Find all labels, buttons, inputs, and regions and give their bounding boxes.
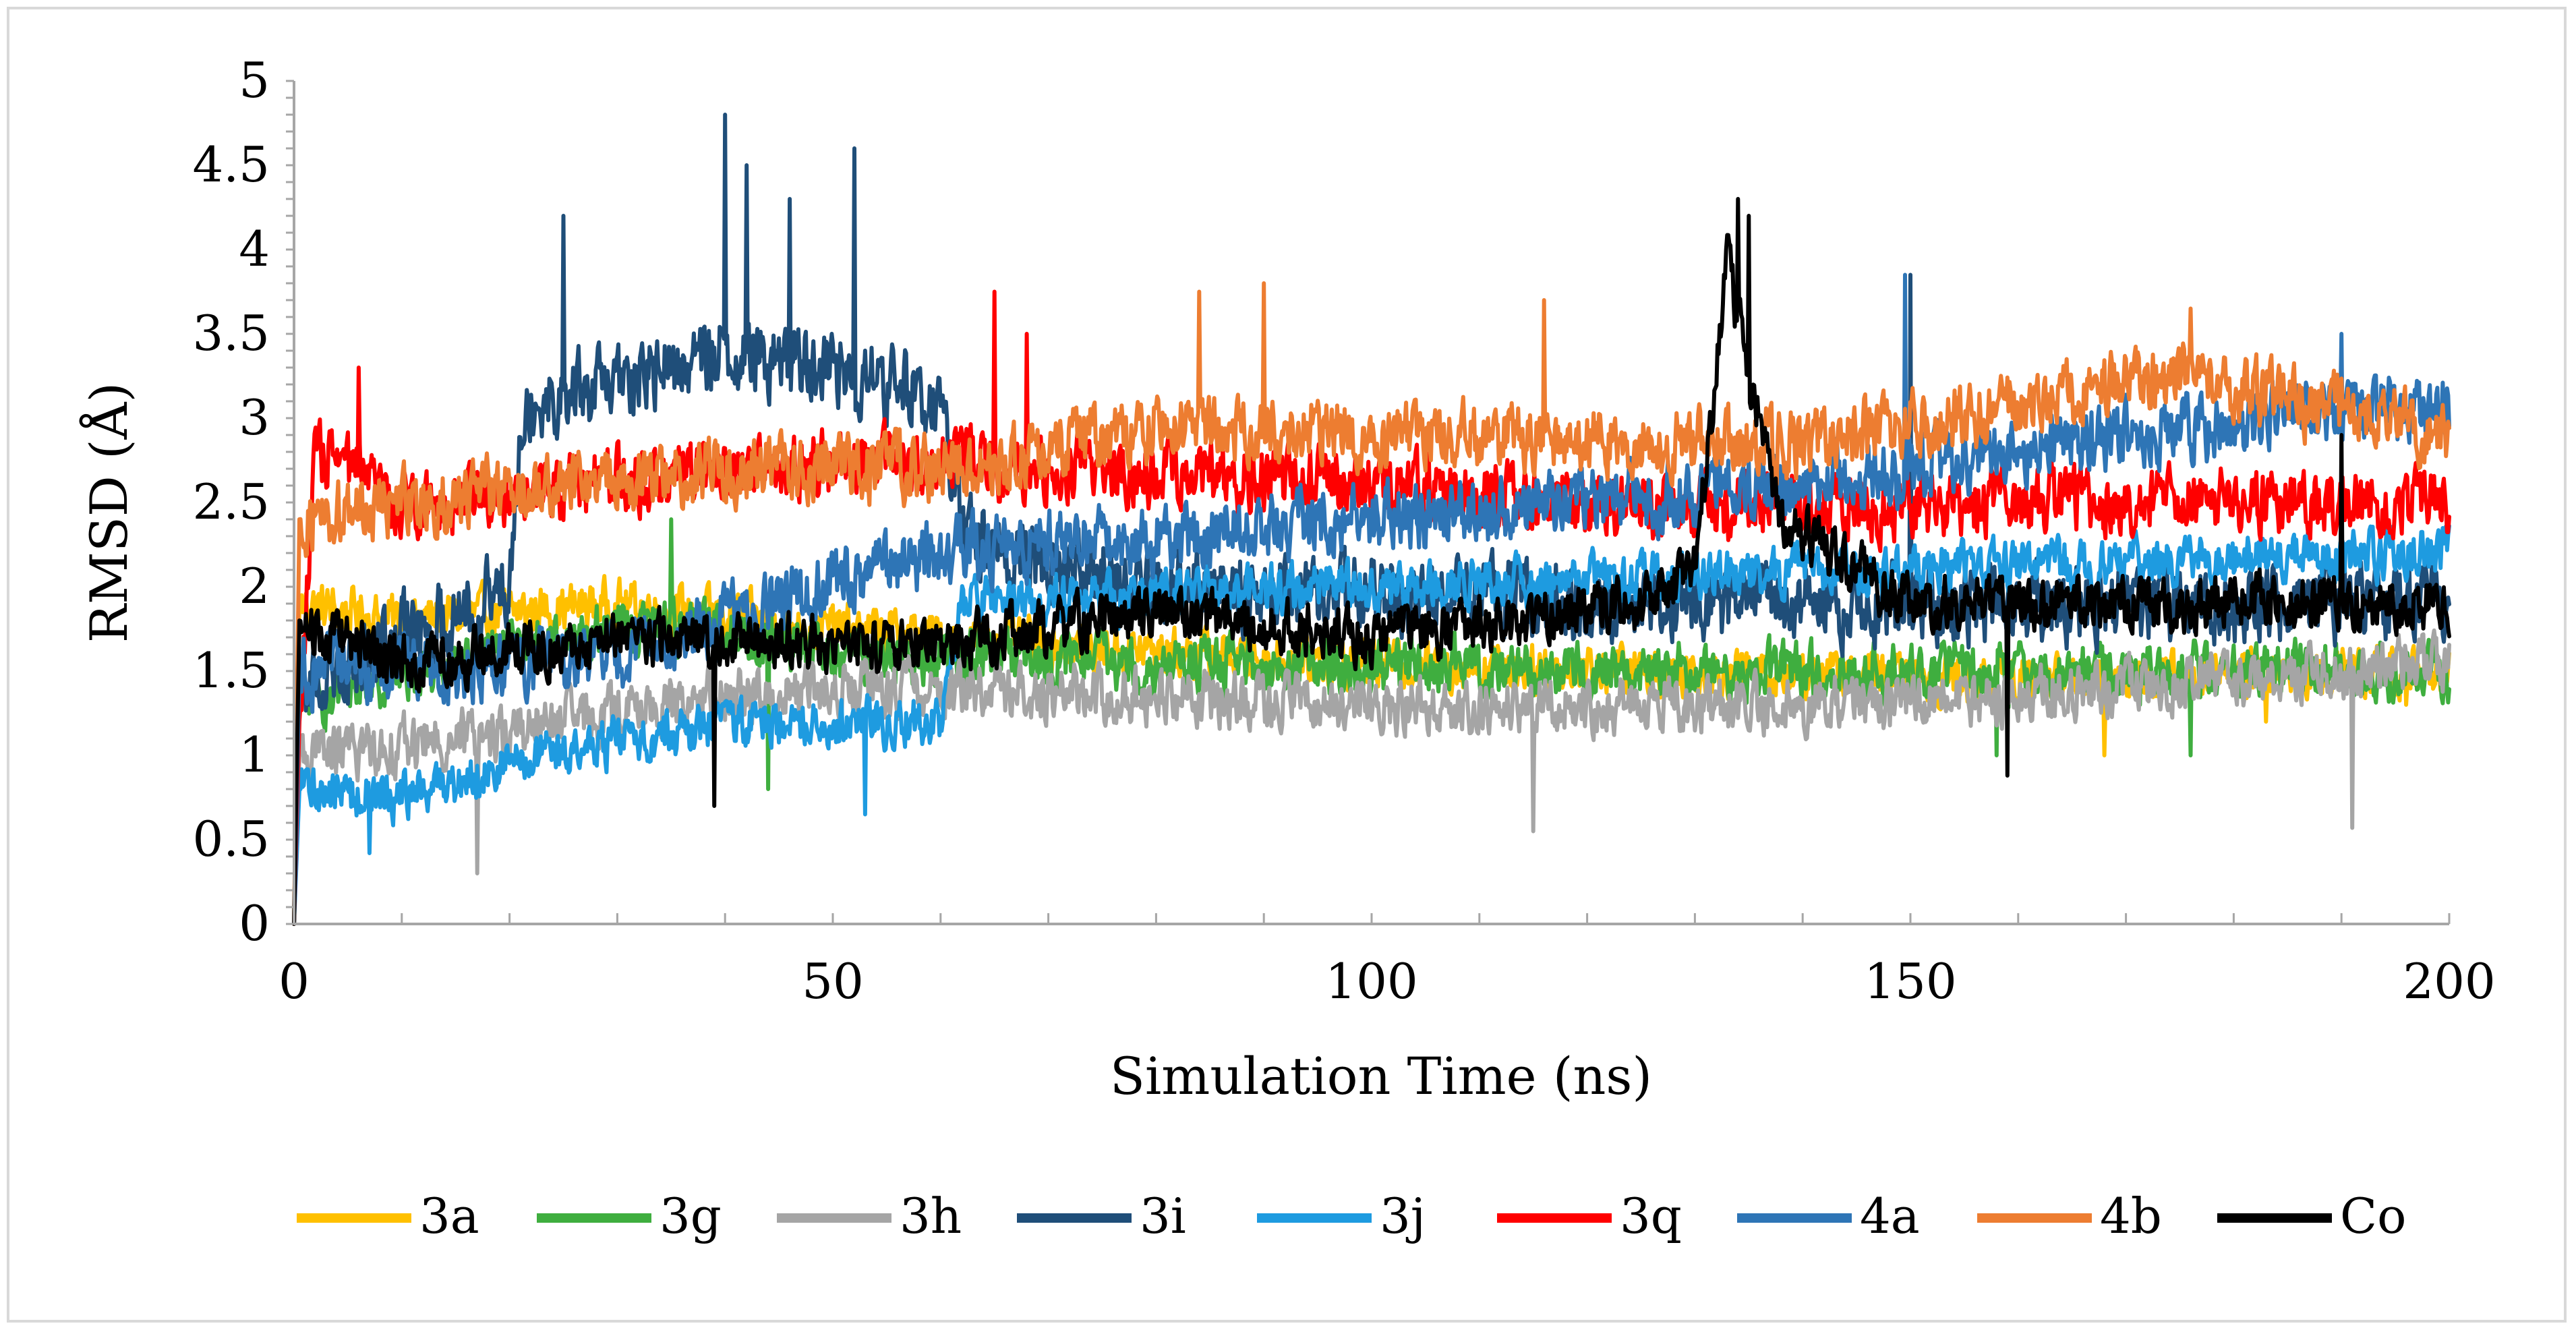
legend-item-3g: 3g [537, 1188, 722, 1244]
series-line-4b [292, 281, 2451, 926]
legend-label: 3j [1380, 1188, 1426, 1244]
legend-item-3a: 3a [297, 1188, 479, 1244]
legend-item-3q: 3q [1497, 1188, 1682, 1244]
legend-item-4a: 4a [1737, 1188, 1920, 1244]
legend: 3a 3g 3h 3i 3j 3q 4a 4b Co [297, 1188, 2406, 1244]
x-tick-label: 100 [1325, 953, 1417, 1010]
y-tick-label: 4.5 [192, 136, 270, 193]
x-axis-title: Simulation Time (ns) [1110, 1046, 1652, 1106]
legend-label: 3a [419, 1188, 479, 1244]
legend-label: 4b [2100, 1188, 2162, 1244]
axes-layer: 00.511.522.533.544.550 50 100 150 200 [192, 52, 2495, 1010]
x-tick-label: 50 [802, 953, 864, 1010]
y-tick-label: 0.5 [192, 811, 270, 867]
series-line-3q [292, 289, 2451, 926]
x-tick-label: 200 [2403, 953, 2495, 1010]
y-tick-label: 2 [239, 558, 270, 614]
legend-label: Co [2340, 1188, 2406, 1244]
legend-label: 3h [900, 1188, 962, 1244]
y-tick-label: 4 [239, 221, 270, 277]
x-tick-label: 150 [1864, 953, 1956, 1010]
y-tick-label: 5 [239, 52, 270, 109]
series-line-3h [292, 628, 2451, 926]
y-tick-label: 3.5 [192, 305, 270, 361]
y-tick-label: 1.5 [192, 642, 270, 699]
legend-label: 4a [1860, 1188, 1920, 1244]
legend-item-Co: Co [2217, 1188, 2406, 1244]
y-tick-label: 3 [239, 389, 270, 446]
y-axis-title: RMSD (Å) [78, 382, 139, 643]
series-layer [292, 113, 2451, 926]
legend-item-3i: 3i [1017, 1188, 1186, 1244]
x-tick-label: 0 [279, 953, 310, 1010]
legend-label: 3q [1620, 1188, 1682, 1244]
y-tick-label: 0 [239, 895, 270, 952]
legend-label: 3i [1140, 1188, 1186, 1244]
legend-item-3h: 3h [777, 1188, 962, 1244]
series-line-3j [292, 523, 2451, 926]
y-tick-label: 1 [239, 726, 270, 783]
series-line-Co [292, 197, 2451, 926]
legend-label: 3g [660, 1188, 722, 1244]
y-tick-label: 2.5 [192, 473, 270, 530]
legend-item-3j: 3j [1257, 1188, 1426, 1244]
legend-item-4b: 4b [1977, 1188, 2162, 1244]
